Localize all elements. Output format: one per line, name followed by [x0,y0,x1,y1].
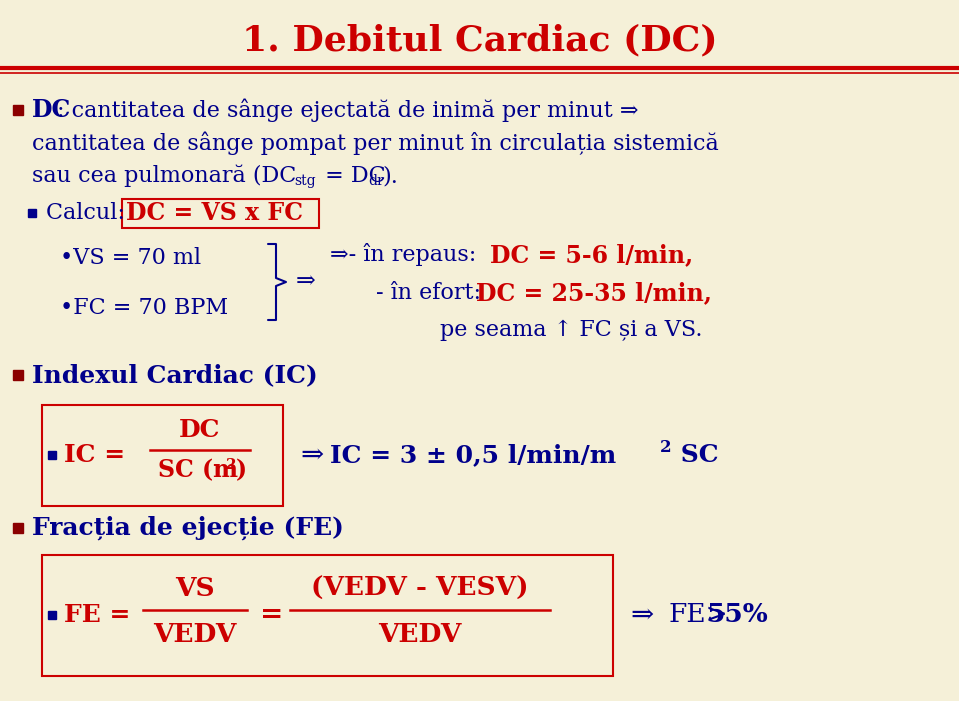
Text: VS: VS [175,576,215,601]
Text: FE =: FE = [64,603,139,627]
Text: Indexul Cardiac (IC): Indexul Cardiac (IC) [32,363,317,387]
Text: SC: SC [672,443,718,467]
Text: VEDV: VEDV [153,622,237,648]
Text: DC = VS x FC: DC = VS x FC [126,201,303,225]
Text: 1. Debitul Cardiac (DC): 1. Debitul Cardiac (DC) [243,23,718,57]
Text: IC =: IC = [64,443,134,467]
Text: ⇒: ⇒ [630,601,653,629]
Text: 2: 2 [226,458,237,472]
Text: •VS = 70 ml: •VS = 70 ml [60,247,201,269]
Text: ).: ). [382,165,398,187]
Text: ⇒: ⇒ [300,442,323,468]
Text: - în efort:: - în efort: [376,282,488,304]
Text: •FC = 70 BPM: •FC = 70 BPM [60,297,228,319]
Text: sau cea pulmonară (DC: sau cea pulmonară (DC [32,165,296,187]
Text: 55%: 55% [707,602,769,627]
Text: IC = 3 ± 0,5 l/min/m: IC = 3 ± 0,5 l/min/m [330,443,617,467]
Text: DC = 5-6 l/min,: DC = 5-6 l/min, [490,243,693,267]
Text: ⇒- în repaus:: ⇒- în repaus: [330,243,483,266]
Text: VEDV: VEDV [378,622,461,648]
Text: 2: 2 [660,440,671,456]
Text: cantitatea de sânge pompat per minut în circulația sistemică: cantitatea de sânge pompat per minut în … [32,131,718,155]
Text: Calcul:: Calcul: [46,202,132,224]
Text: FE>: FE> [668,602,728,627]
Text: ): ) [236,458,247,482]
Text: = DC: = DC [318,165,386,187]
Text: pe seama ↑ FC și a VS.: pe seama ↑ FC și a VS. [440,319,703,341]
Text: ⇒: ⇒ [296,271,316,294]
Text: =: = [260,601,283,629]
Text: DC = 25-35 l/min,: DC = 25-35 l/min, [476,281,712,305]
Text: (VEDV - VESV): (VEDV - VESV) [312,576,528,601]
Text: : cantitatea de sânge ejectată de inimă per minut ⇒: : cantitatea de sânge ejectată de inimă … [57,98,639,122]
Text: Fracția de ejecție (FE): Fracția de ejecție (FE) [32,516,344,540]
Text: dr: dr [368,174,384,188]
Text: SC (m: SC (m [158,458,238,482]
Text: DC: DC [32,98,71,122]
Text: DC: DC [179,418,221,442]
Text: stg: stg [294,174,316,188]
